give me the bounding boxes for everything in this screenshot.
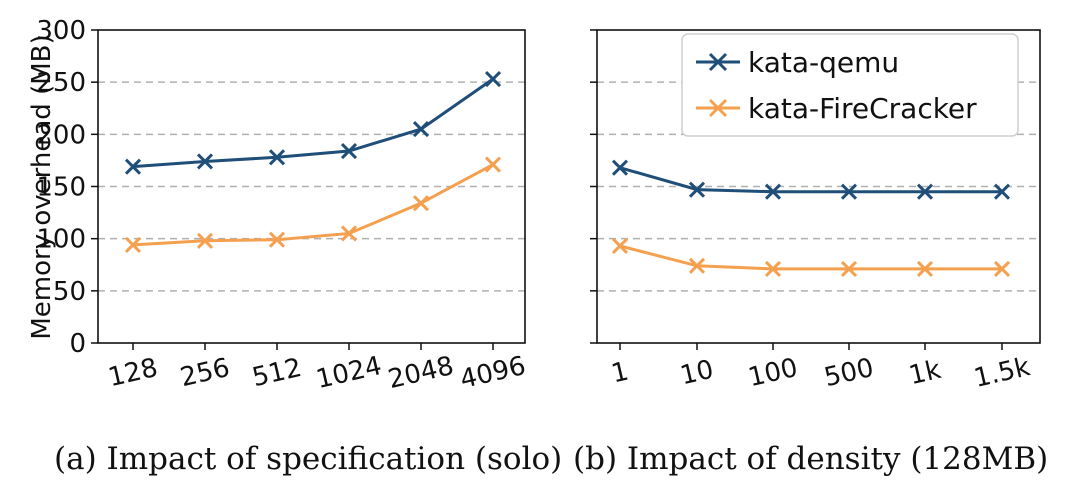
data-point <box>268 231 286 248</box>
y-tick-label: 300 <box>36 16 86 46</box>
data-point <box>412 121 430 138</box>
data-point <box>993 183 1011 200</box>
caption-b: (b) Impact of density (128MB) <box>573 441 1048 477</box>
plot-frame <box>97 29 526 344</box>
data-point <box>764 260 782 277</box>
x-tick-label: 128 <box>105 353 160 393</box>
x-tick-label: 1024 <box>313 351 384 395</box>
y-tick-label: 250 <box>36 68 86 98</box>
series-line-qemu <box>132 77 494 169</box>
y-tick-label: 150 <box>36 173 86 203</box>
data-point <box>340 225 358 242</box>
plot-frame <box>596 29 1041 344</box>
data-point <box>916 260 934 277</box>
data-point <box>611 237 629 255</box>
y-tick-label: 50 <box>53 277 86 307</box>
y-tick-label: 100 <box>36 225 86 255</box>
x-tick-label: 512 <box>249 353 304 393</box>
x-tick-label: 10 <box>678 355 717 392</box>
data-point <box>340 142 358 160</box>
y-axis-label: Memory overhead (MB) <box>27 34 57 339</box>
data-point <box>196 153 214 170</box>
x-tick-label: 500 <box>821 353 876 393</box>
data-point <box>993 260 1011 277</box>
data-point <box>611 159 629 176</box>
legend-frame <box>681 33 1019 137</box>
x-tick-label: 1k <box>906 355 944 391</box>
y-tick-label: 200 <box>36 120 86 150</box>
data-point <box>124 236 142 253</box>
data-point <box>484 70 502 88</box>
series-line-firecracker <box>619 244 1002 271</box>
legend-firecracker-label: kata-FireCracker <box>748 92 977 125</box>
data-point <box>268 149 286 166</box>
x-tick-label: 1 <box>609 357 632 390</box>
data-point <box>412 195 430 212</box>
series-line-firecracker <box>132 163 494 247</box>
data-point <box>840 183 858 200</box>
x-tick-label: 1.5k <box>971 352 1033 394</box>
legend: kata-qemu kata-FireCracker <box>681 33 1019 137</box>
y-tick-label: 0 <box>69 329 86 359</box>
data-point <box>484 156 502 173</box>
legend-qemu-label: kata-qemu <box>748 46 899 79</box>
data-point <box>688 181 706 198</box>
series-line-qemu <box>619 166 1002 194</box>
data-point <box>124 158 142 175</box>
data-point <box>196 232 214 249</box>
data-point <box>840 260 858 277</box>
x-tick-label: 100 <box>745 353 800 393</box>
legend-qemu-marker <box>708 52 728 72</box>
x-tick-label: 4096 <box>457 351 528 395</box>
legend-firecracker-marker <box>708 98 728 118</box>
data-point <box>916 183 934 200</box>
data-point <box>764 183 782 200</box>
caption-a: (a) Impact of specification (solo) <box>54 441 562 477</box>
panel-a: 0 50 100 150 200 250 300 128 256 512 1024 2048 4096 <box>36 16 528 395</box>
x-tick-label: 256 <box>177 353 232 393</box>
data-point <box>688 257 706 274</box>
x-tick-label: 2048 <box>385 351 456 395</box>
